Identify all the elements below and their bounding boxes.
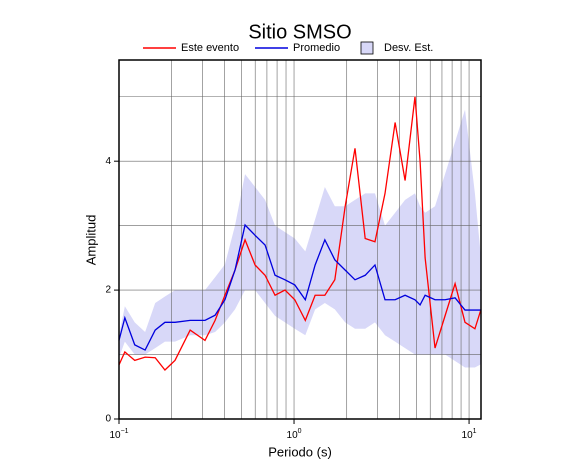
x-tick-label: 100 (287, 428, 302, 441)
tick-base: 10 (287, 430, 299, 441)
chart-title: Sitio SMSO (248, 21, 351, 43)
x-tick-label: 101 (462, 428, 477, 441)
x-axis-label: Periodo (s) (268, 444, 332, 459)
legend-label: Desv. Est. (384, 42, 433, 54)
tick-exponent: −1 (121, 428, 129, 435)
tick-exponent: 1 (473, 428, 477, 435)
tick-exponent: 0 (298, 428, 302, 435)
y-axis-label: Amplitud (83, 215, 98, 266)
legend-label: Promedio (293, 42, 340, 54)
legend-swatch (360, 41, 374, 55)
legend-label: Este evento (181, 42, 239, 54)
tick-base: 10 (109, 430, 121, 441)
plot-frame (118, 59, 482, 420)
y-tick-label: 0 (105, 414, 111, 425)
x-tick-label: 10−1 (109, 428, 128, 441)
series-line (118, 96, 482, 371)
std-band (119, 109, 481, 368)
y-tick-label: 2 (105, 285, 111, 296)
tick-base: 10 (462, 430, 474, 441)
series-line (118, 223, 481, 351)
y-tick-label: 4 (105, 156, 111, 167)
